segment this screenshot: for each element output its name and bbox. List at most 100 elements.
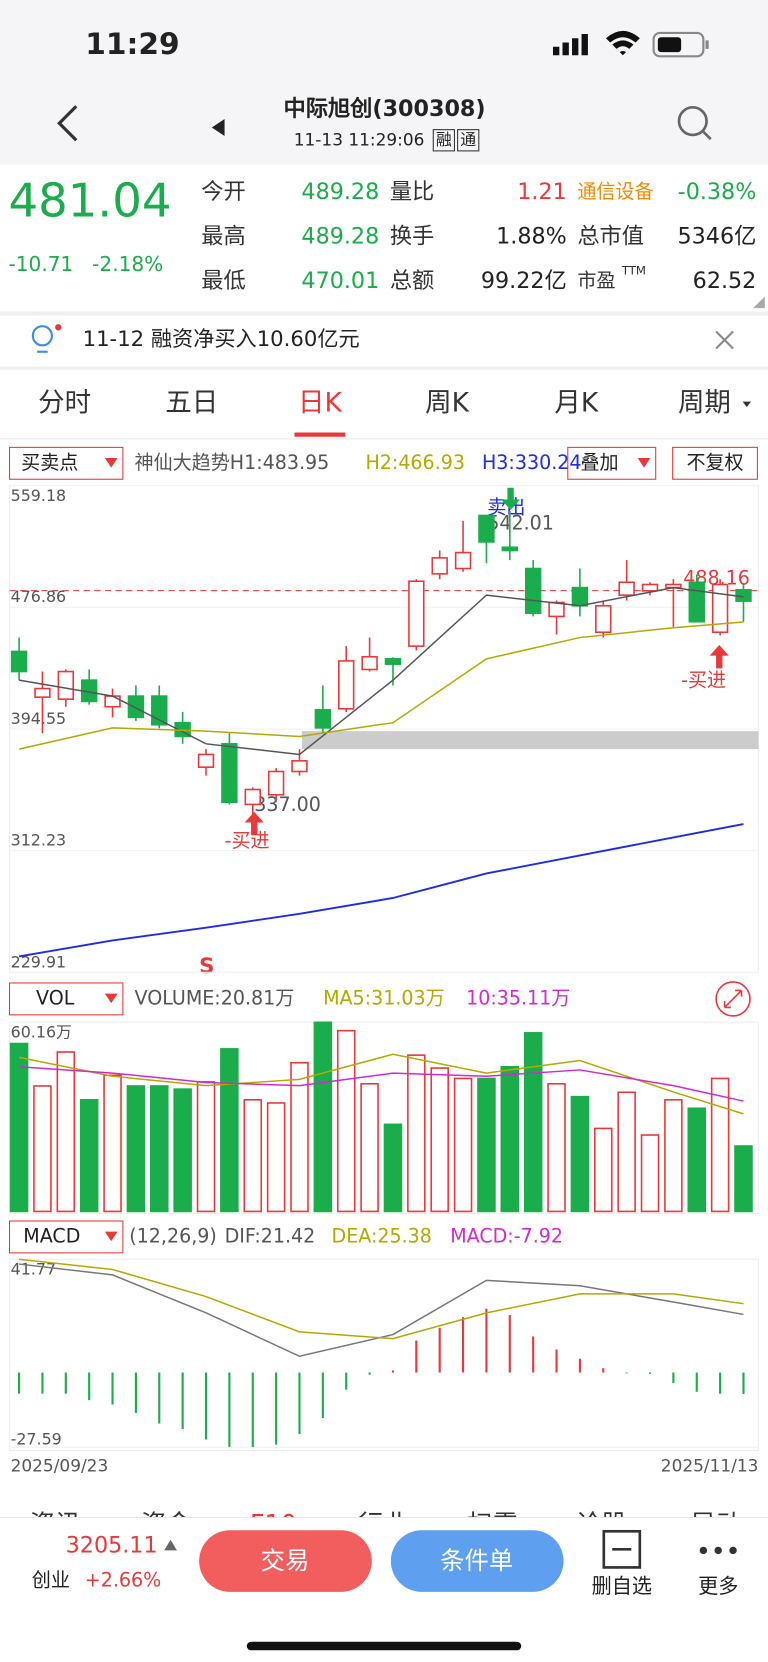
tab-caret	[742, 401, 752, 407]
top-bg	[0, 0, 768, 165]
candle-body	[197, 753, 215, 768]
back-button[interactable]	[57, 105, 78, 142]
index-value: 3205.11	[66, 1533, 158, 1559]
volume-bar	[33, 1085, 52, 1213]
indicator-line	[18, 586, 744, 756]
volume-bar	[290, 1061, 309, 1213]
candle-body	[10, 650, 28, 673]
stock-title: 中际旭创(300308)	[284, 96, 486, 122]
y-tick-label: -27.59	[11, 1429, 62, 1448]
macd-selector[interactable]: MACD	[23, 1224, 80, 1247]
remove-icon[interactable]	[602, 1529, 642, 1569]
candle-body	[618, 581, 635, 596]
candle-body	[127, 695, 145, 719]
remove-label[interactable]: 删自选	[592, 1574, 652, 1598]
field-value: 5346亿	[678, 223, 757, 249]
field-label: 换手	[390, 223, 434, 249]
tab[interactable]: 周K	[425, 387, 469, 418]
volume-bar	[523, 1032, 543, 1213]
volume-bar	[570, 1095, 590, 1213]
candle-body	[548, 601, 565, 618]
volume-bar	[126, 1085, 146, 1213]
field-value: -0.38%	[678, 179, 757, 205]
candle-body	[338, 660, 355, 710]
tab[interactable]: 月K	[554, 387, 598, 418]
volume-bar	[56, 1051, 76, 1213]
macd-panel	[9, 1258, 759, 1452]
trade-button[interactable]	[199, 1530, 372, 1592]
volume-bar	[617, 1091, 636, 1213]
prev-stock[interactable]	[211, 119, 225, 137]
legend-entry: 神仙大趋势H1:483.95	[135, 451, 330, 474]
vol-selector[interactable]: VOL	[36, 986, 75, 1009]
price-change-pct: -2.18%	[92, 252, 163, 276]
y-tick-label: 476.86	[11, 587, 67, 606]
indicator-line	[18, 1258, 744, 1340]
volume-bar	[243, 1099, 263, 1213]
macd-label: MACD:-7.92	[450, 1224, 563, 1247]
divider	[0, 366, 768, 370]
volume-bar	[477, 1077, 496, 1213]
expand-button[interactable]	[715, 981, 751, 1017]
search-button[interactable]	[677, 106, 712, 141]
s-marker: S	[199, 954, 214, 979]
candle-body	[314, 709, 332, 729]
notice[interactable]: 11-12 融资净买入10.60亿元	[83, 327, 360, 352]
adjust-box[interactable]	[672, 446, 758, 480]
more-icon[interactable]	[699, 1546, 737, 1555]
badge: 融	[436, 130, 452, 149]
candle-body	[267, 770, 285, 796]
field-value: 489.28	[301, 179, 379, 205]
more-label[interactable]: 更多	[698, 1574, 738, 1598]
legend-entry: DIF:21.42	[225, 1224, 316, 1247]
sell-arrow	[501, 487, 521, 511]
close-notice[interactable]	[715, 330, 734, 350]
volume-bar	[336, 1029, 356, 1213]
end-date: 2025/11/13	[661, 1456, 759, 1476]
candle-body	[384, 658, 402, 665]
vol-selector-box[interactable]	[9, 982, 124, 1016]
field-sup: TTM	[621, 263, 646, 277]
volume-bar	[640, 1134, 660, 1213]
adjust[interactable]: 不复权	[686, 451, 743, 474]
field-label: 总市值	[577, 223, 644, 249]
y-tick-label: 60.16万	[11, 1022, 72, 1041]
volume-bar	[407, 1054, 426, 1213]
volume-bar	[266, 1102, 286, 1213]
volume-bar	[734, 1145, 753, 1213]
tab[interactable]: 五日	[165, 387, 218, 418]
volume-bar	[173, 1088, 192, 1213]
price-change: -10.71	[8, 252, 73, 276]
overlay-box[interactable]	[567, 446, 657, 480]
overlay[interactable]: 叠加	[581, 451, 619, 474]
volume-bar	[150, 1085, 169, 1213]
field-value: 489.28	[301, 223, 379, 249]
badge-box	[457, 129, 480, 152]
field-label: 量比	[390, 179, 434, 205]
macd-selector-box[interactable]	[9, 1220, 124, 1254]
high-label: 542.01	[487, 511, 554, 534]
tab-underline	[294, 432, 346, 437]
candle-body	[104, 695, 121, 708]
index-change: +2.66%	[85, 1569, 161, 1592]
field-label: 通信设备	[577, 180, 653, 203]
tab[interactable]: 周期	[678, 387, 731, 418]
legend-entry: DEA:25.38	[332, 1224, 432, 1247]
y-tick-label: 229.91	[11, 952, 67, 971]
trade-label[interactable]: 交易	[261, 1546, 310, 1575]
home-indicator	[246, 1641, 522, 1651]
indicator-line	[18, 823, 744, 958]
tab[interactable]: 日K	[298, 387, 342, 418]
tab[interactable]: 分时	[38, 387, 91, 418]
volume-label: VOLUME:20.81万	[135, 986, 295, 1009]
candle-body	[641, 583, 659, 592]
buy-signal: -买进	[681, 669, 726, 692]
low-label: 337.00	[254, 793, 321, 816]
candle-body	[501, 546, 519, 552]
macd-params: (12,26,9)	[129, 1224, 217, 1247]
condition-button[interactable]	[390, 1530, 564, 1592]
condition-label[interactable]: 条件单	[440, 1546, 513, 1575]
selector-box[interactable]	[9, 446, 124, 480]
selector[interactable]: 买卖点	[21, 451, 78, 474]
